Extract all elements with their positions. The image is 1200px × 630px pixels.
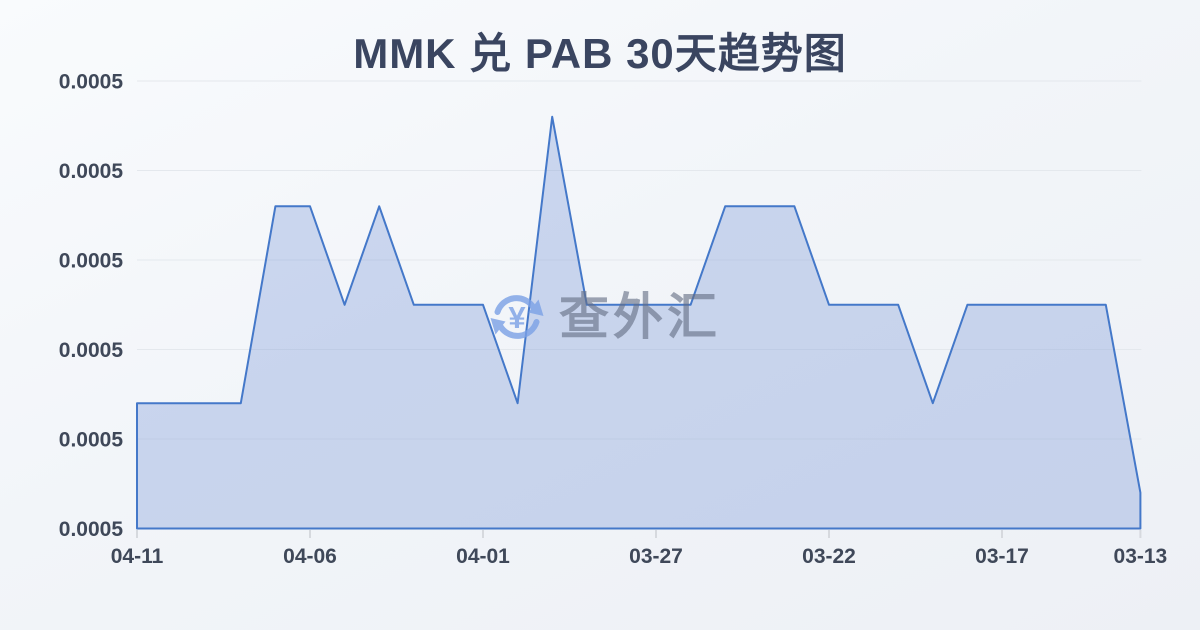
x-axis-labels: 04-11 04-06 04-01 03-27 03-22 03-17 03-13: [111, 545, 1168, 568]
x-axis-tick-label: 04-01: [456, 545, 510, 568]
chart-title: MMK 兑 PAB 30天趋势图: [353, 30, 847, 77]
x-axis-tick-label: 03-22: [802, 545, 856, 568]
x-axis-tick-label: 03-13: [1114, 545, 1168, 568]
x-axis-tick-label: 03-17: [975, 545, 1029, 568]
area-series: [136, 115, 1142, 530]
y-axis-tick-label: 0.0005: [59, 518, 124, 541]
y-axis-tick-label: 0.0005: [59, 339, 124, 362]
y-axis-tick-label: 0.0005: [59, 250, 124, 273]
y-axis-tick-label: 0.0005: [59, 71, 124, 94]
y-axis-labels: 0.0005 0.0005 0.0005 0.0005 0.0005 0.0005: [59, 71, 124, 542]
x-axis-tick-label: 04-06: [283, 545, 337, 568]
x-axis-tick-label: 04-11: [111, 545, 164, 568]
x-axis-tick-marks: [136, 530, 1142, 538]
x-axis-tick-label: 03-27: [629, 545, 683, 568]
y-axis-tick-label: 0.0005: [59, 160, 124, 183]
price-area: [136, 115, 1142, 530]
y-axis-tick-label: 0.0005: [59, 429, 124, 452]
